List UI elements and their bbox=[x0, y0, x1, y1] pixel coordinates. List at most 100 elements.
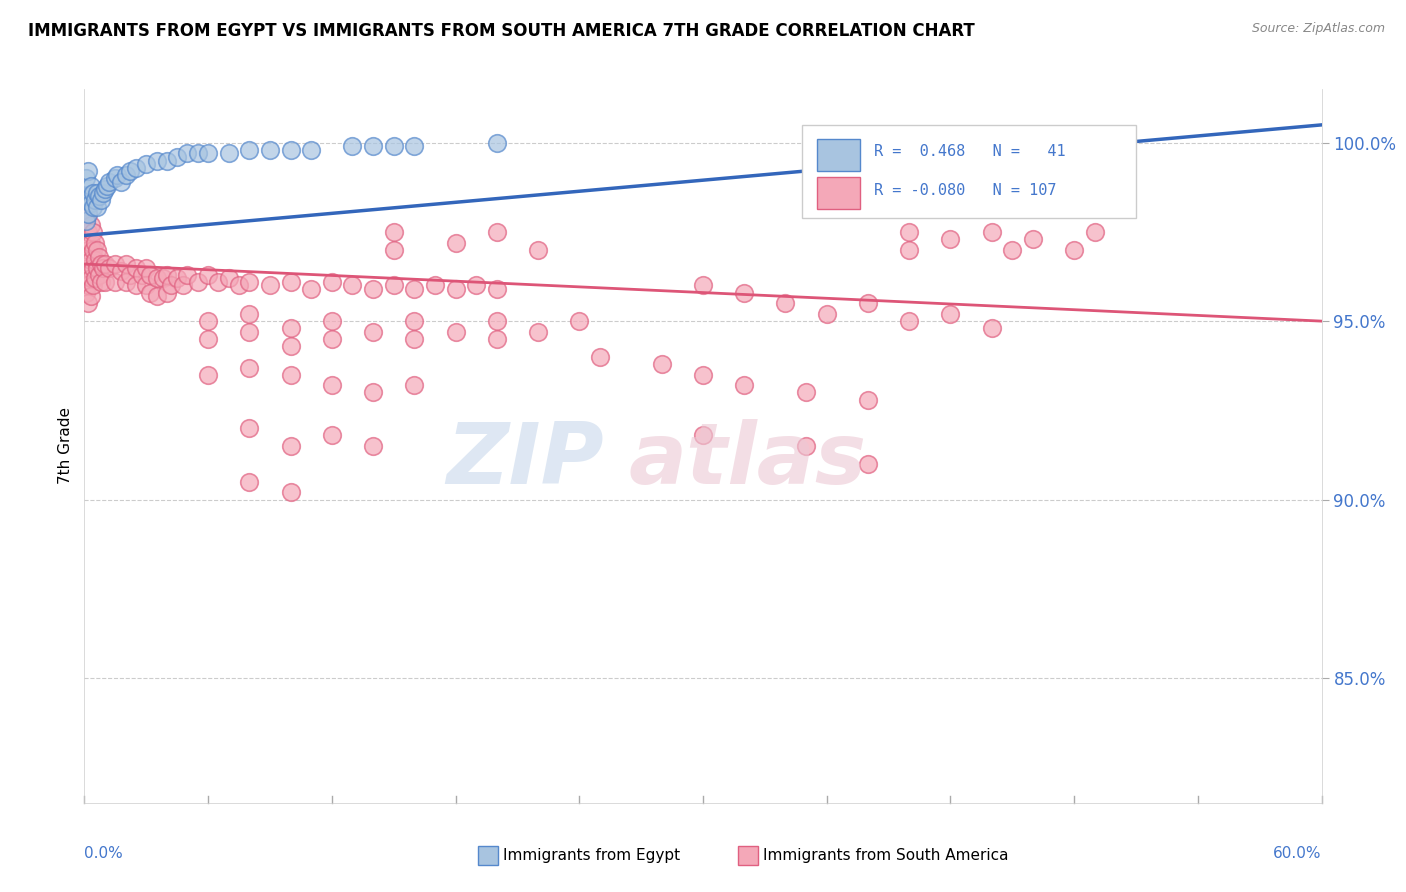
Point bbox=[114, 168, 136, 182]
Point bbox=[79, 178, 101, 193]
Point bbox=[794, 385, 817, 400]
Text: R =  0.468   N =   41: R = 0.468 N = 41 bbox=[873, 145, 1066, 160]
Text: Immigrants from Egypt: Immigrants from Egypt bbox=[503, 848, 681, 863]
Point bbox=[404, 378, 426, 392]
Point bbox=[444, 325, 467, 339]
Point bbox=[692, 428, 714, 442]
Point bbox=[238, 421, 260, 435]
Point bbox=[135, 260, 157, 275]
Point bbox=[94, 182, 117, 196]
Point bbox=[77, 225, 100, 239]
Point bbox=[444, 235, 467, 250]
Point bbox=[423, 278, 446, 293]
Point bbox=[94, 257, 117, 271]
Point bbox=[187, 146, 209, 161]
Point bbox=[104, 257, 127, 271]
Point bbox=[90, 275, 112, 289]
Point bbox=[75, 250, 97, 264]
Point bbox=[79, 271, 101, 285]
Point bbox=[238, 360, 260, 375]
Point bbox=[207, 275, 229, 289]
Point bbox=[794, 439, 817, 453]
Point bbox=[1022, 232, 1045, 246]
Point bbox=[87, 268, 110, 282]
Point bbox=[485, 332, 508, 346]
Point bbox=[228, 278, 250, 293]
Point bbox=[238, 307, 260, 321]
Point bbox=[465, 278, 488, 293]
Point bbox=[77, 296, 100, 310]
Point bbox=[75, 214, 97, 228]
Point bbox=[79, 289, 101, 303]
Point bbox=[898, 243, 921, 257]
Point bbox=[280, 321, 302, 335]
Point bbox=[733, 378, 755, 392]
Point bbox=[485, 314, 508, 328]
Point bbox=[79, 235, 101, 250]
Point bbox=[131, 268, 153, 282]
Point bbox=[321, 378, 343, 392]
Point bbox=[218, 146, 240, 161]
Point bbox=[775, 296, 797, 310]
Point bbox=[280, 143, 302, 157]
Point bbox=[197, 314, 219, 328]
Point bbox=[125, 278, 148, 293]
Point bbox=[86, 186, 108, 200]
Point bbox=[135, 157, 157, 171]
Point bbox=[299, 143, 322, 157]
Point bbox=[176, 268, 198, 282]
Point bbox=[156, 153, 179, 168]
Point bbox=[589, 350, 612, 364]
Point bbox=[156, 285, 179, 300]
Point bbox=[898, 314, 921, 328]
Point bbox=[856, 296, 879, 310]
Point bbox=[125, 260, 148, 275]
Point bbox=[444, 282, 467, 296]
Point bbox=[105, 168, 128, 182]
Point bbox=[82, 278, 104, 293]
Point bbox=[83, 271, 105, 285]
Text: ZIP: ZIP bbox=[446, 418, 605, 502]
Point bbox=[280, 368, 302, 382]
Point bbox=[692, 368, 714, 382]
Point bbox=[1001, 243, 1024, 257]
Point bbox=[404, 314, 426, 328]
Point bbox=[98, 175, 121, 189]
Point bbox=[404, 139, 426, 153]
Point bbox=[83, 253, 105, 268]
Point bbox=[361, 139, 384, 153]
Point bbox=[856, 392, 879, 407]
Point bbox=[980, 225, 1002, 239]
Point bbox=[82, 225, 104, 239]
Point bbox=[96, 178, 118, 193]
Point bbox=[75, 214, 97, 228]
Point bbox=[75, 171, 97, 186]
Point bbox=[342, 139, 364, 153]
Point bbox=[361, 439, 384, 453]
Point bbox=[91, 260, 114, 275]
Point bbox=[135, 278, 157, 293]
Text: atlas: atlas bbox=[628, 418, 868, 502]
FancyBboxPatch shape bbox=[801, 125, 1136, 218]
Point bbox=[980, 321, 1002, 335]
Text: Source: ZipAtlas.com: Source: ZipAtlas.com bbox=[1251, 22, 1385, 36]
Point bbox=[238, 275, 260, 289]
Point bbox=[75, 235, 97, 250]
Point bbox=[90, 257, 112, 271]
Point bbox=[83, 193, 105, 207]
Point bbox=[82, 186, 104, 200]
Point bbox=[1084, 225, 1107, 239]
Point bbox=[77, 278, 100, 293]
Point bbox=[172, 278, 194, 293]
Point bbox=[485, 225, 508, 239]
Text: 0.0%: 0.0% bbox=[84, 846, 124, 861]
Point bbox=[77, 260, 100, 275]
Point bbox=[98, 260, 121, 275]
Point bbox=[114, 257, 136, 271]
Point bbox=[145, 271, 167, 285]
Point bbox=[280, 485, 302, 500]
Point bbox=[79, 196, 101, 211]
Point bbox=[197, 146, 219, 161]
Point bbox=[733, 285, 755, 300]
Point bbox=[939, 232, 962, 246]
